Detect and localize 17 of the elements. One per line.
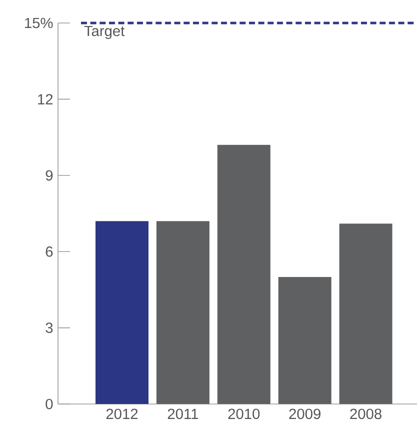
y-tick-label: 6 [46,246,53,257]
y-tick-label: 9 [46,170,53,181]
y-tick-label: 3 [46,322,53,333]
x-tick-label: 2012 [106,408,138,420]
bar [217,144,270,404]
x-tick-label: 2011 [168,408,198,420]
bar [339,224,392,404]
y-tick-label: 12 [38,94,53,104]
x-tick-label: 2010 [228,408,260,420]
y-tick-label: 15% [25,18,53,28]
bar [156,221,210,404]
bar [278,276,332,404]
ref-line-label: Target [84,26,125,40]
x-tick-label: 2008 [350,408,382,420]
y-tick-label: 0 [46,398,53,410]
x-tick-label: 2009 [289,408,320,420]
bar [95,221,148,404]
